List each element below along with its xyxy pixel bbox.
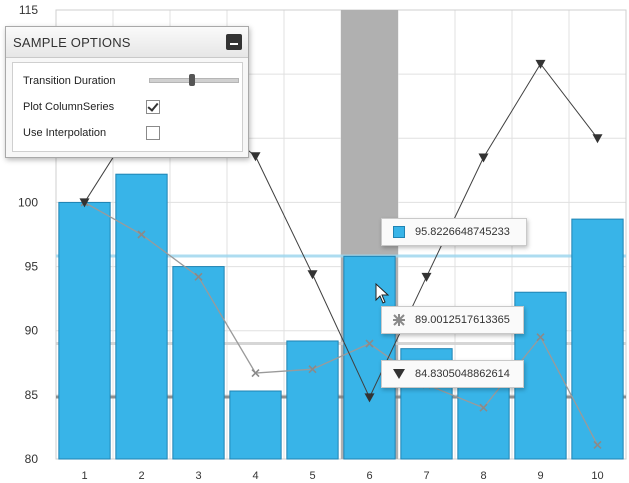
panel-header: SAMPLE OPTIONS bbox=[6, 27, 248, 58]
column-bar bbox=[286, 340, 339, 460]
transition-duration-label: Transition Duration bbox=[23, 75, 116, 87]
column-series-icon bbox=[393, 226, 405, 238]
x-tick-label: 7 bbox=[423, 470, 429, 482]
panel-title: SAMPLE OPTIONS bbox=[13, 35, 131, 50]
minimize-button[interactable] bbox=[226, 34, 242, 50]
x-tick-label: 10 bbox=[591, 470, 603, 482]
cross-value-tooltip: 89.0012517613365 bbox=[381, 306, 524, 334]
triangle-marker bbox=[592, 134, 603, 144]
column-bar bbox=[457, 377, 510, 460]
x-tick-label: 9 bbox=[537, 470, 543, 482]
cross-marker bbox=[593, 440, 602, 449]
y-tick-label: 90 bbox=[25, 324, 39, 338]
use-interpolation-checkbox[interactable] bbox=[146, 126, 160, 140]
column-value-text: 95.8226648745233 bbox=[415, 226, 510, 238]
x-tick-label: 2 bbox=[138, 470, 144, 482]
column-bar bbox=[343, 255, 396, 460]
slider-thumb[interactable] bbox=[189, 74, 196, 86]
triangle-marker bbox=[79, 198, 90, 208]
triangle-marker bbox=[250, 152, 261, 162]
column-bar bbox=[571, 218, 624, 460]
x-tick-label: 3 bbox=[195, 470, 201, 482]
cross-marker bbox=[137, 230, 146, 239]
triangle-marker bbox=[421, 272, 432, 282]
sample-options-panel: SAMPLE OPTIONS Transition Duration Plot … bbox=[5, 26, 249, 158]
cross-marker bbox=[251, 368, 260, 378]
triangle-marker bbox=[535, 59, 546, 69]
triangle-marker-icon bbox=[393, 369, 405, 379]
cross-marker bbox=[479, 403, 488, 412]
y-tick-label: 80 bbox=[25, 452, 39, 466]
y-tick-label: 85 bbox=[25, 388, 39, 402]
plot-column-series-label: Plot ColumnSeries bbox=[23, 101, 115, 113]
x-tick-label: 8 bbox=[480, 470, 486, 482]
x-tick-label: 1 bbox=[81, 470, 87, 482]
column-value-tooltip: 95.8226648745233 bbox=[381, 218, 527, 246]
use-interpolation-label: Use Interpolation bbox=[23, 127, 107, 139]
x-tick-label: 5 bbox=[309, 470, 315, 482]
cross-marker bbox=[536, 333, 545, 342]
triangle-marker bbox=[478, 153, 489, 163]
column-bar bbox=[172, 266, 225, 460]
column-bar bbox=[58, 201, 111, 460]
triangle-marker bbox=[307, 270, 318, 280]
cross-marker bbox=[365, 339, 374, 348]
triangle-value-tooltip: 84.8305048862614 bbox=[381, 360, 524, 388]
triangle-value-text: 84.8305048862614 bbox=[415, 368, 510, 380]
triangle-marker bbox=[364, 393, 375, 403]
y-tick-label: 95 bbox=[25, 260, 39, 274]
transition-duration-slider[interactable] bbox=[149, 74, 239, 86]
plot-column-series-checkbox[interactable] bbox=[146, 100, 160, 114]
cross-value-text: 89.0012517613365 bbox=[415, 314, 510, 326]
column-bar bbox=[115, 173, 168, 460]
mouse-cursor-icon bbox=[375, 282, 390, 304]
column-bar bbox=[229, 390, 282, 460]
y-tick-label: 100 bbox=[18, 195, 38, 209]
x-tick-label: 4 bbox=[252, 470, 258, 482]
cross-marker bbox=[194, 272, 203, 281]
x-tick-label: 6 bbox=[366, 470, 372, 482]
panel-body: Transition Duration Plot ColumnSeries Us… bbox=[12, 62, 243, 152]
cross-marker bbox=[308, 365, 317, 374]
axes: 80 85 90 95 100 115 1 2 3 4 5 6 7 8 9 10 bbox=[18, 3, 604, 482]
cross-marker-icon bbox=[393, 314, 405, 326]
y-tick-label: 115 bbox=[19, 3, 38, 17]
